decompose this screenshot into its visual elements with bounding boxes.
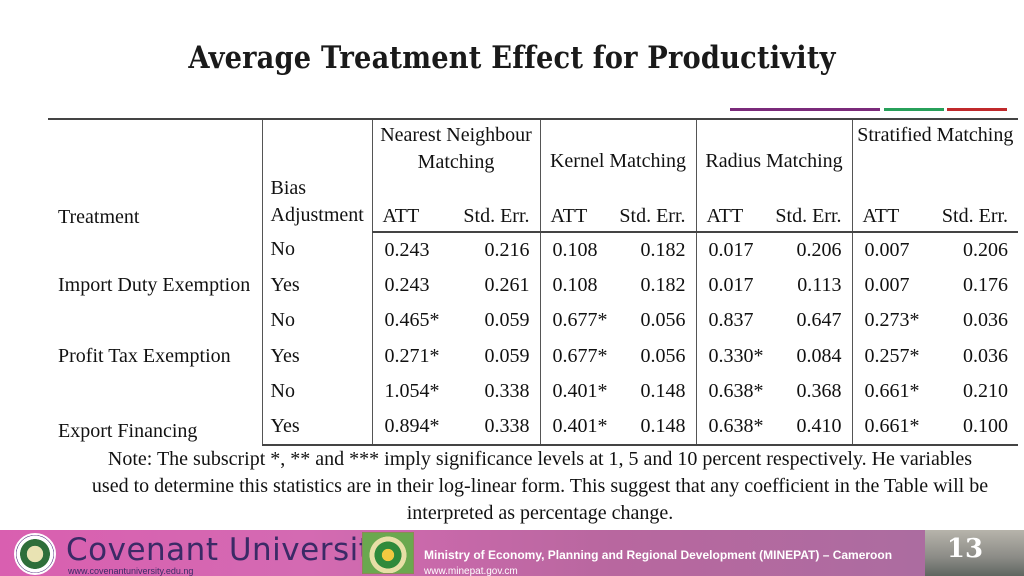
value-cell: 0.243 — [371, 232, 452, 268]
value-cell: 0.837 — [695, 303, 773, 339]
table-row: Yes 0.271* 0.059 0.677* 0.056 0.330* 0.0… — [48, 338, 1018, 374]
header-std-err: Std. Err. — [614, 204, 697, 233]
header-stratified: Stratified Matching — [851, 118, 1019, 204]
university-name: Covenant University — [66, 532, 391, 568]
value-cell: 0.257* — [851, 338, 931, 374]
value-cell: 1.054* — [371, 374, 452, 410]
value-cell: 0.017 — [695, 267, 773, 303]
value-cell: 0.401* — [539, 409, 615, 446]
table-row: Export Financing No 1.054* 0.338 0.401* … — [48, 374, 1018, 442]
value-cell: 0.100 — [930, 409, 1019, 446]
treatment-label: Import Duty Exemption — [58, 274, 251, 296]
results-table: Treatment Bias Adjustment Nearest Neighb… — [48, 118, 1019, 446]
bias-cell: No — [261, 303, 372, 339]
value-cell: 0.206 — [963, 238, 1009, 261]
results-table-container: Treatment Bias Adjustment Nearest Neighb… — [48, 118, 1019, 446]
header-bias-adjustment: Bias Adjustment — [261, 118, 372, 232]
value-cell: 0.271* — [371, 338, 452, 374]
value-cell: 0.176 — [963, 273, 1009, 296]
value-cell: 0.056 — [640, 344, 686, 367]
ministry-url[interactable]: www.minepat.gov.cm — [424, 566, 518, 576]
value-cell: 0.894* — [371, 409, 452, 446]
value-cell: 0.210 — [963, 380, 1009, 403]
table-row: Yes 0.894* 0.338 0.401* 0.148 0.638* 0.4… — [48, 409, 1019, 446]
value-cell: 0.084 — [796, 344, 842, 367]
table-note: Note: The subscript *, ** and *** imply … — [91, 448, 989, 524]
header-nearest-neighbour: Nearest Neighbour Matching — [371, 118, 541, 204]
value-cell: 0.148 — [614, 409, 697, 446]
header-att: ATT — [539, 204, 615, 233]
bias-cell: No — [261, 232, 372, 268]
table-row: Yes 0.243 0.261 0.108 0.182 0.017 0.113 … — [48, 267, 1018, 303]
header-std-err: Std. Err. — [930, 204, 1019, 233]
value-cell: 0.338 — [484, 380, 530, 403]
value-cell: 0.661* — [851, 409, 931, 446]
value-cell: 0.216 — [484, 238, 530, 261]
slide-number: 13 — [946, 534, 984, 564]
value-cell: 0.465* — [371, 303, 452, 339]
value-cell: 0.261 — [484, 273, 530, 296]
accent-line-purple — [730, 108, 880, 111]
value-cell: 0.182 — [640, 238, 686, 261]
page-title: Average Treatment Effect for Productivit… — [188, 40, 836, 76]
header-radius: Radius Matching — [695, 118, 853, 204]
value-cell: 0.017 — [695, 232, 773, 268]
accent-line-red — [947, 108, 1007, 111]
value-cell: 0.007 — [851, 267, 931, 303]
header-att: ATT — [695, 204, 773, 233]
bias-cell: No — [261, 374, 372, 410]
value-cell: 0.182 — [640, 273, 686, 296]
footer-banner: Covenant University www.covenantuniversi… — [0, 530, 1024, 576]
value-cell: 0.036 — [963, 344, 1009, 367]
building-photo — [925, 530, 1024, 576]
header-att: ATT — [851, 204, 931, 233]
value-cell: 0.677* — [539, 303, 615, 339]
value-cell: 0.108 — [539, 232, 615, 268]
value-cell: 0.056 — [640, 309, 686, 332]
covenant-university-logo-icon — [14, 533, 56, 575]
university-url[interactable]: www.covenantuniversity.edu.ng — [68, 566, 194, 576]
header-treatment: Treatment — [48, 118, 262, 232]
value-cell: 0.113 — [797, 273, 842, 296]
header-std-err: Std. Err. — [452, 204, 541, 233]
treatment-label: Export Financing — [58, 420, 198, 442]
value-cell: 0.661* — [851, 374, 931, 410]
value-cell: 0.338 — [452, 409, 541, 446]
value-cell: 0.108 — [539, 267, 615, 303]
value-cell: 0.243 — [371, 267, 452, 303]
ministry-name: Ministry of Economy, Planning and Region… — [424, 548, 893, 562]
accent-line-green — [884, 108, 944, 111]
bias-cell: Yes — [261, 338, 372, 374]
table-row: Profit Tax Exemption No 0.465* 0.059 0.6… — [48, 303, 1018, 367]
minepat-logo-icon — [362, 532, 414, 574]
bias-cell: Yes — [261, 267, 372, 303]
value-cell: 0.330* — [695, 338, 773, 374]
value-cell: 0.059 — [484, 309, 530, 332]
value-cell: 0.036 — [963, 309, 1009, 332]
value-cell: 0.410 — [772, 409, 853, 446]
value-cell: 0.059 — [484, 344, 530, 367]
treatment-label: Profit Tax Exemption — [58, 345, 231, 367]
value-cell: 0.148 — [640, 380, 686, 403]
value-cell: 0.677* — [539, 338, 615, 374]
bias-cell: Yes — [261, 409, 372, 446]
value-cell: 0.401* — [539, 374, 615, 410]
header-att: ATT — [371, 204, 452, 233]
value-cell: 0.206 — [796, 238, 842, 261]
header-kernel: Kernel Matching — [539, 118, 697, 204]
value-cell: 0.273* — [851, 303, 931, 339]
value-cell: 0.007 — [851, 232, 931, 268]
header-std-err: Std. Err. — [772, 204, 853, 233]
value-cell: 0.638* — [695, 409, 773, 446]
value-cell: 0.368 — [796, 380, 842, 403]
table-row: Import Duty Exemption No 0.243 0.216 0.1… — [48, 232, 1018, 296]
value-cell: 0.638* — [695, 374, 773, 410]
value-cell: 0.647 — [796, 309, 842, 332]
